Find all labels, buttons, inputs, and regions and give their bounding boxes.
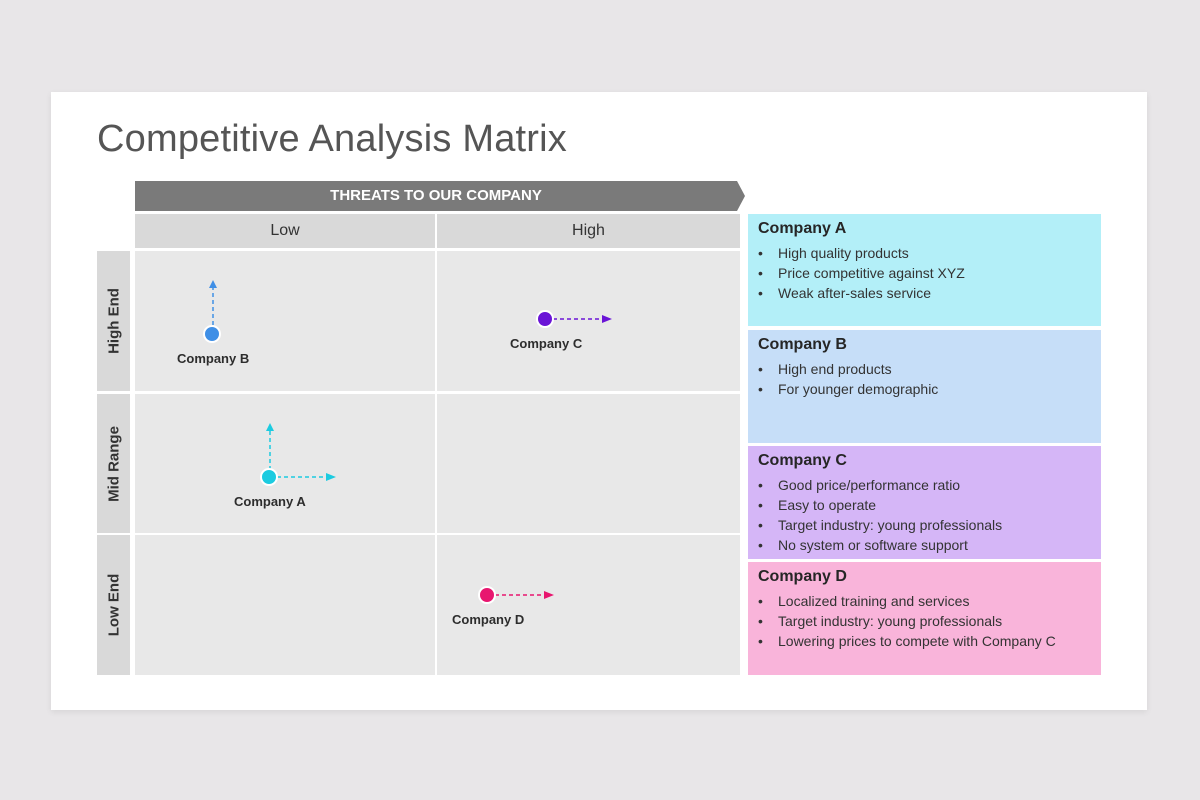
bullet-icon: •: [758, 613, 763, 629]
list-item-text: Good price/performance ratio: [778, 477, 961, 493]
list-item: • Price competitive against XYZ: [758, 263, 1091, 283]
matrix-cell: [135, 251, 435, 391]
company-d-arrow-right: [488, 591, 554, 599]
matrix-cell: [437, 394, 740, 533]
list-item-text: No system or software support: [778, 537, 968, 553]
banner-label: THREATS TO OUR COMPANY: [330, 187, 542, 204]
panel-title: Company C: [758, 452, 847, 469]
company-a-arrow-right: [270, 473, 336, 481]
bullet-icon: •: [758, 497, 763, 513]
panel-list: • Good price/performance ratio • Easy to o…: [758, 475, 1091, 555]
company-b-panel: Company B • High end products • For younge…: [748, 330, 1101, 443]
company-d-label: Company D: [452, 612, 525, 627]
bullet-icon: •: [758, 537, 763, 553]
list-item: • Weak after-sales service: [758, 283, 1091, 303]
list-item-text: Target industry: young professionals: [778, 613, 1003, 629]
list-item-text: Lowering prices to compete with Company …: [778, 633, 1056, 649]
panel-title: Company A: [758, 220, 847, 237]
column-header-high: High: [437, 214, 740, 248]
company-c-marker: [536, 310, 554, 328]
list-item-text: Localized training and services: [778, 593, 970, 609]
panel-title: Company B: [758, 336, 847, 353]
panel-list: • High quality products • Price competitiv…: [758, 243, 1091, 303]
company-b-label: Company B: [177, 351, 250, 366]
banner-arrow-shape: [135, 181, 745, 211]
list-item-text: For younger demographic: [778, 381, 939, 397]
row-header-high-end: High End: [97, 251, 130, 391]
list-item: • High quality products: [758, 243, 1091, 263]
page-title: Competitive Analysis Matrix: [97, 118, 567, 160]
company-a-panel: Company A • High quality products • Price …: [748, 214, 1101, 326]
row-header-low-end: Low End: [97, 535, 130, 675]
company-c-panel: Company C • Good price/performance ratio …: [748, 446, 1101, 559]
matrix-cell: [135, 535, 435, 675]
threats-banner: THREATS TO OUR COMPANY: [135, 181, 745, 211]
row-header-label: Low End: [105, 573, 122, 637]
slide: Competitive Analysis Matrix THREATS TO O…: [51, 92, 1147, 710]
panel-title: Company D: [758, 568, 847, 585]
matrix-cell: [135, 394, 435, 533]
list-item-text: High end products: [778, 361, 892, 377]
bullet-icon: •: [758, 265, 763, 281]
company-b-arrow-up: [209, 280, 217, 332]
list-item: • No system or software support: [758, 535, 1091, 555]
bullet-icon: •: [758, 245, 763, 261]
list-item: • Good price/performance ratio: [758, 475, 1091, 495]
list-item-text: Target industry: young professionals: [778, 517, 1003, 533]
list-item: • For younger demographic: [758, 379, 1091, 399]
list-item-text: Easy to operate: [778, 497, 877, 513]
bullet-icon: •: [758, 285, 763, 301]
bullet-icon: •: [758, 633, 763, 649]
column-header-low: Low: [135, 214, 435, 248]
company-c-arrow-right: [546, 315, 612, 323]
company-a-label: Company A: [234, 494, 306, 509]
row-header-label: Mid Range: [105, 425, 122, 502]
bullet-icon: •: [758, 517, 763, 533]
company-b-marker: [203, 325, 221, 343]
list-item: • Localized training and services: [758, 591, 1091, 611]
matrix-cell: [437, 535, 740, 675]
bullet-icon: •: [758, 593, 763, 609]
bullet-icon: •: [758, 381, 763, 397]
company-a-marker: [260, 468, 278, 486]
row-header-label: High End: [105, 288, 122, 354]
list-item: • High end products: [758, 359, 1091, 379]
panel-list: • High end products • For younger demograp…: [758, 359, 1091, 399]
list-item: • Target industry: young professionals: [758, 515, 1091, 535]
list-item: • Lowering prices to compete with Company…: [758, 631, 1091, 651]
company-d-marker: [478, 586, 496, 604]
matrix-cell: [437, 251, 740, 391]
bullet-icon: •: [758, 361, 763, 377]
company-c-label: Company C: [510, 336, 583, 351]
bullet-icon: •: [758, 477, 763, 493]
list-item: • Target industry: young professionals: [758, 611, 1091, 631]
panel-list: • Localized training and services • Target…: [758, 591, 1091, 651]
row-header-mid-range: Mid Range: [97, 394, 130, 533]
list-item-text: Price competitive against XYZ: [778, 265, 965, 281]
list-item-text: Weak after-sales service: [778, 285, 932, 301]
list-item: • Easy to operate: [758, 495, 1091, 515]
list-item-text: High quality products: [778, 245, 909, 261]
company-d-panel: Company D • Localized training and servic…: [748, 562, 1101, 675]
